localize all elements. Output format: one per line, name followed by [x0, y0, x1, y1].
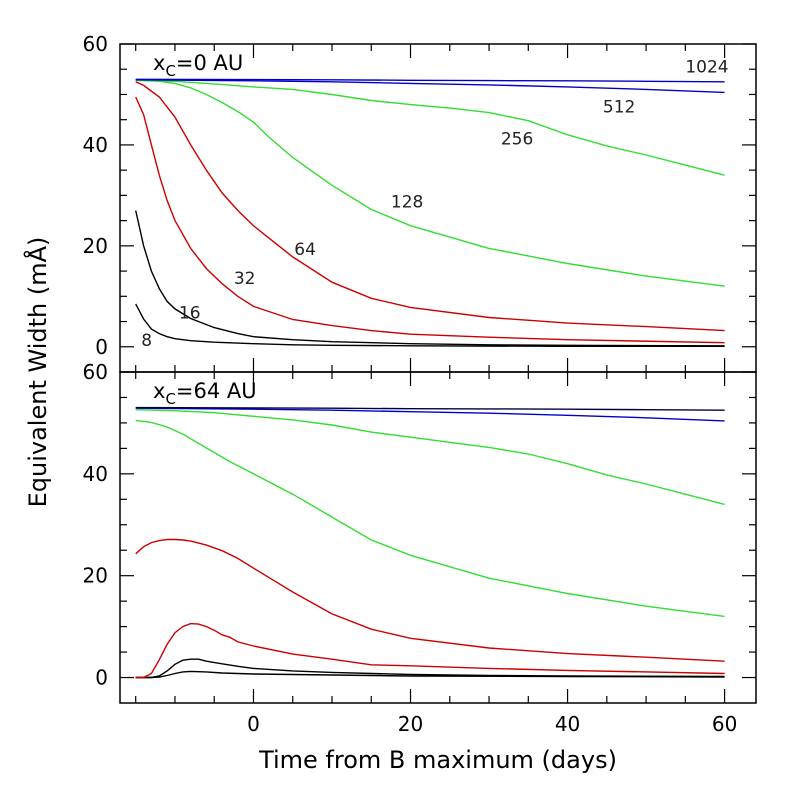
- y-tick-label: 60: [83, 360, 108, 384]
- panel-label: xC=64 AU: [153, 379, 257, 408]
- curve-label-512: 512: [603, 98, 635, 118]
- curve-label-128: 128: [391, 192, 423, 212]
- x-axis: 0 20 40 60: [247, 712, 737, 736]
- y-tick-label: 60: [83, 32, 108, 56]
- series-line-128: [135, 419, 725, 618]
- panel-label-suffix: =0 AU: [176, 51, 243, 75]
- series-line-32: [135, 96, 725, 344]
- bottom-panel-x-c-64-au: 0 20 40 60 xC=64 AU: [83, 360, 757, 704]
- top-panel-x-c-0-au: 0 20 40 60 8 16 32 64 128 256 512 1024 xC=0 AU: [83, 32, 757, 373]
- panel-label-subscript: C: [165, 62, 175, 80]
- series-line-512: [135, 407, 725, 422]
- y-tick-label: 40: [83, 133, 108, 157]
- panel-label-subscript: C: [165, 390, 175, 408]
- y-tick-label: 20: [83, 564, 108, 588]
- y-axis-label: Equivalent Width (mÅ): [23, 237, 52, 508]
- panel-label-prefix: x: [153, 379, 165, 403]
- y-tick-label: 0: [95, 335, 108, 359]
- curve-label-8: 8: [141, 331, 152, 351]
- panel-label-suffix: =64 AU: [176, 379, 257, 403]
- panel-label-prefix: x: [153, 51, 165, 75]
- curve-label-64: 64: [294, 240, 316, 260]
- panel-label: xC=0 AU: [153, 51, 243, 80]
- plot-frame: [119, 371, 757, 704]
- series-line-128: [135, 79, 725, 287]
- series-line-1024: [135, 406, 725, 411]
- curve-label-32: 32: [234, 269, 256, 289]
- curve-label-16: 16: [179, 303, 201, 323]
- x-tick-label: 0: [247, 712, 260, 736]
- series-line-256: [135, 409, 725, 506]
- series-line-64: [135, 81, 725, 332]
- x-tick-label: 20: [398, 712, 423, 736]
- series-line-512: [135, 79, 725, 94]
- y-tick-label: 20: [83, 234, 108, 258]
- series-line-16: [135, 210, 725, 347]
- series-line-32: [135, 622, 725, 679]
- curve-label-1024: 1024: [685, 58, 728, 78]
- series-line-64: [135, 538, 725, 662]
- series-line-8: [135, 303, 725, 347]
- series-line-256: [135, 79, 725, 176]
- x-axis-label: Time from B maximum (days): [258, 746, 617, 774]
- series-line-8: [135, 670, 725, 679]
- series-line-16: [135, 658, 725, 679]
- curve-label-256: 256: [501, 129, 533, 149]
- y-tick-label: 40: [83, 462, 108, 486]
- plot-frame: [119, 43, 757, 373]
- x-tick-label: 60: [712, 712, 737, 736]
- x-tick-label: 40: [555, 712, 580, 736]
- series-line-1024: [135, 78, 725, 83]
- y-tick-label: 0: [95, 666, 108, 690]
